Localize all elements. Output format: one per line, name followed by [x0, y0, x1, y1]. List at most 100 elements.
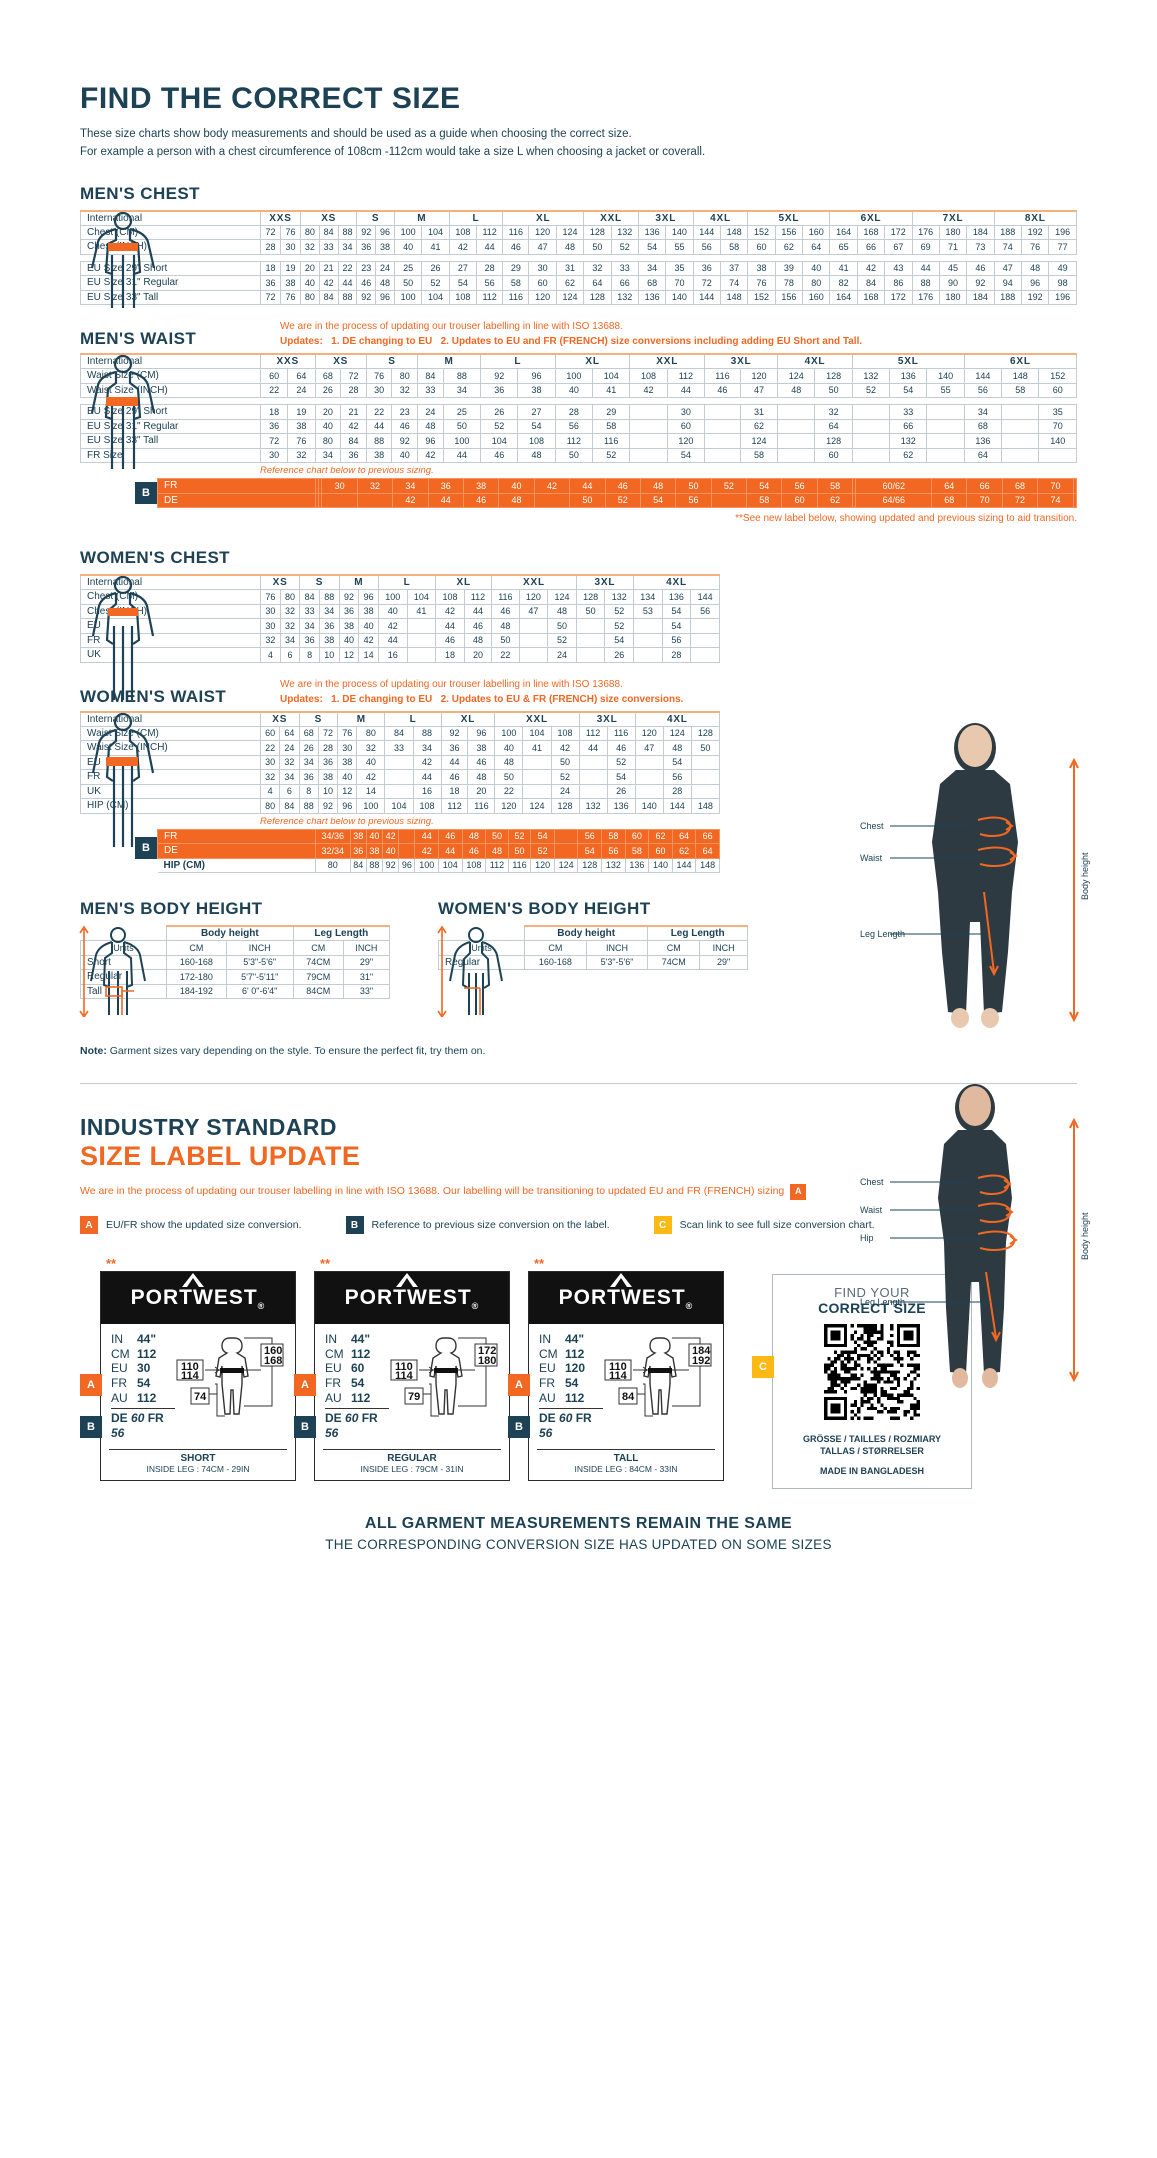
- update-2: 2. Updates to EU and FR (FRENCH) size co…: [440, 336, 863, 348]
- value-cell: 41: [829, 260, 858, 277]
- size-header: XL: [502, 209, 585, 226]
- leg-box-value: 74: [194, 1391, 207, 1403]
- garment-note-label: Note:: [80, 1045, 107, 1058]
- value-cell: 47: [993, 260, 1022, 277]
- value-cell: 42: [318, 275, 339, 291]
- value-cell: 24: [417, 404, 444, 420]
- legacy-value-cell: 62: [648, 828, 673, 845]
- value-cell: 50: [393, 275, 423, 291]
- spec-line: IN 44": [325, 1332, 389, 1347]
- value-cell: [704, 404, 741, 420]
- marker-a-label: A: [294, 1374, 316, 1397]
- womens-waist-iso-notice: We are in the process of updating our tr…: [280, 678, 623, 690]
- value-cell: 36: [356, 239, 377, 255]
- hip-value-cell: 100: [414, 857, 439, 874]
- value-cell: 40: [338, 632, 360, 649]
- spec-key: CM: [325, 1346, 344, 1361]
- value-cell: [926, 447, 965, 464]
- value-cell: 32: [583, 260, 612, 277]
- value-cell: 74: [719, 275, 749, 291]
- spec-value: 112: [565, 1346, 585, 1361]
- value-cell: 54: [604, 632, 635, 649]
- value-cell: 27: [448, 260, 478, 277]
- value-cell: 76: [365, 368, 393, 384]
- female-body-figure-waist: [91, 712, 155, 847]
- value-cell: [633, 618, 663, 634]
- table-row: Chest (CM) 76 80 84 88 92 96 100 104 108 112 116 120…: [80, 589, 720, 605]
- value-cell: 152: [1038, 368, 1077, 384]
- spec-line: AU 112: [111, 1391, 175, 1406]
- waist-box-line-2: 114: [181, 1370, 200, 1382]
- value-cell: 76: [287, 433, 316, 449]
- value-cell: 80: [259, 798, 281, 814]
- value-cell: 88: [298, 798, 319, 814]
- value-cell: 60: [259, 368, 289, 384]
- table-row: Waist Size (CM) 60 64 68 72 76 80 84 88 92 96 100 10…: [80, 368, 1077, 384]
- value-cell: 48: [777, 382, 816, 399]
- female-anno-body-height: Body height: [1080, 1212, 1090, 1260]
- value-cell: 58: [592, 418, 631, 435]
- value-cell: 44: [578, 740, 608, 756]
- spec-line: EU 30: [111, 1361, 175, 1376]
- spec-value: 54: [351, 1376, 365, 1390]
- label-body-diagram: 110 114 172 180 79: [389, 1332, 499, 1440]
- value-cell: 32: [814, 404, 853, 420]
- size-header: M: [393, 209, 450, 226]
- legacy-value-cell: 34: [392, 478, 429, 494]
- value-cell: 132: [851, 368, 891, 384]
- value-cell: 23: [391, 404, 419, 420]
- section-title-mens-waist: MEN'S WAIST: [80, 329, 197, 349]
- value-cell: 100: [442, 433, 482, 449]
- value-cell: 46: [502, 239, 530, 255]
- updates-label: Updates:: [280, 336, 323, 348]
- legacy-value-cell: 66: [966, 478, 1003, 494]
- legacy-value-cell: 66: [695, 828, 720, 845]
- value-cell: 68: [637, 275, 667, 291]
- value-cell: 90: [938, 275, 968, 291]
- value-cell: 46: [440, 769, 469, 785]
- value-cell: 104: [384, 798, 414, 814]
- value-cell: 120: [518, 589, 549, 605]
- value-cell: 66: [889, 418, 928, 435]
- value-cell: 50: [690, 740, 721, 756]
- marker-b-mens: B: [135, 482, 157, 505]
- mens-chest-table: International XXS XS S M L XL XXL 3XL 4XL 5XL 6XL 7X…: [80, 209, 1078, 306]
- value-cell: 48: [555, 239, 585, 255]
- value-cell: 40: [314, 418, 342, 435]
- value-cell: 35: [665, 260, 694, 277]
- value-cell: 44: [337, 275, 358, 291]
- brand-name: PORTWEST: [558, 1285, 686, 1309]
- value-cell: 128: [814, 433, 853, 449]
- value-cell: 24: [279, 740, 300, 756]
- size-header: L: [384, 710, 442, 727]
- value-cell: 34: [279, 769, 300, 785]
- value-cell: 50: [442, 418, 482, 435]
- value-cell: 52: [550, 769, 580, 785]
- updates-label-women: Updates:: [280, 693, 323, 705]
- height-value-cell: 5'7"-5'11": [225, 969, 294, 985]
- value-cell: 64: [814, 418, 853, 435]
- value-cell: 38: [317, 769, 339, 785]
- value-cell: [629, 418, 668, 435]
- value-cell: 52: [480, 418, 519, 435]
- table-row: HIP (CM) 80 84 88 92 96 100 104 108 112 116 120 124 1…: [80, 798, 721, 814]
- legacy-value-cell: 48: [485, 843, 509, 859]
- value-cell: 41: [592, 382, 631, 399]
- value-cell: 16: [412, 783, 442, 800]
- value-cell: 108: [629, 368, 668, 384]
- value-cell: 196: [1048, 224, 1077, 241]
- value-cell: 28: [554, 404, 594, 420]
- table-row: Waist Size (CM) 60 64 68 72 76 80 84 88 92 96 100 10…: [80, 725, 721, 742]
- value-cell: 108: [517, 433, 556, 449]
- size-header: XS: [299, 209, 358, 226]
- value-cell: 40: [356, 754, 386, 771]
- height-row: Tall 184-192 6' 0"-6'4" 84CM 33": [80, 983, 391, 1000]
- size-header: S: [365, 353, 419, 370]
- legacy-value-cell: 42: [533, 478, 571, 494]
- height-group-header: Body height: [523, 925, 649, 942]
- value-cell: 76: [279, 224, 301, 241]
- value-cell: 64: [963, 447, 1003, 464]
- value-cell: 28: [662, 783, 692, 800]
- size-header: 7XL: [911, 209, 995, 226]
- hip-value-cell: 80: [315, 857, 351, 874]
